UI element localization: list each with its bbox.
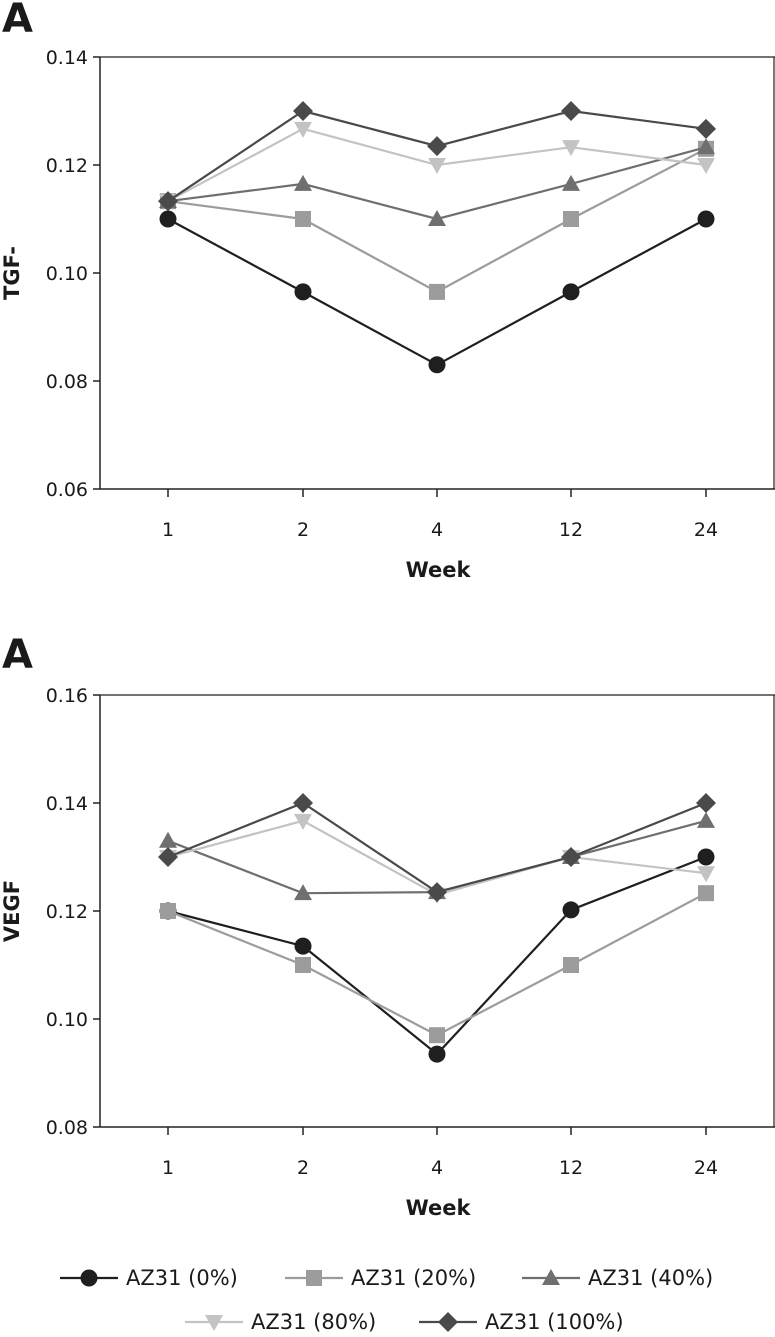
data-point bbox=[428, 210, 446, 226]
data-point bbox=[698, 885, 714, 902]
data-point bbox=[561, 847, 581, 867]
data-point bbox=[294, 174, 312, 191]
data-point bbox=[428, 158, 446, 174]
legend-marker bbox=[80, 1269, 98, 1287]
data-point bbox=[697, 866, 715, 883]
legend-item: AZ31 (80%) bbox=[185, 1310, 376, 1334]
data-point bbox=[697, 158, 715, 174]
data-point bbox=[697, 138, 715, 155]
data-point bbox=[563, 211, 579, 227]
y-axis-title: TGF- bbox=[0, 246, 24, 300]
data-point bbox=[294, 884, 312, 901]
data-point bbox=[160, 903, 176, 919]
x-tick-label: 2 bbox=[297, 519, 309, 541]
data-point bbox=[159, 210, 177, 228]
legend-marker bbox=[542, 1269, 560, 1285]
data-point bbox=[294, 813, 312, 830]
data-point bbox=[295, 957, 311, 973]
x-tick-label: 24 bbox=[694, 1157, 718, 1179]
x-tick-label: 12 bbox=[559, 519, 583, 541]
series-line bbox=[167, 801, 707, 894]
data-point bbox=[295, 211, 311, 227]
data-point bbox=[696, 793, 716, 813]
legend-item: AZ31 (0%) bbox=[60, 1266, 238, 1290]
data-point bbox=[427, 882, 447, 903]
x-tick-label: 2 bbox=[297, 1157, 309, 1179]
legend-marker bbox=[306, 1270, 322, 1286]
series-line bbox=[167, 892, 707, 1037]
data-point bbox=[428, 1045, 446, 1063]
legend: AZ31 (0%) AZ31 (20%) AZ31 (40%) AZ31 (80%) A… bbox=[60, 1266, 713, 1334]
x-tick-label: 1 bbox=[162, 519, 174, 541]
series-az31-0- bbox=[159, 848, 715, 1063]
x-axis-title: Week bbox=[406, 558, 472, 582]
data-point bbox=[562, 140, 580, 157]
x-axis-title: Week bbox=[406, 1196, 472, 1220]
y-tick-label: 0.10 bbox=[46, 263, 88, 285]
legend-label: AZ31 (0%) bbox=[126, 1266, 238, 1290]
data-point bbox=[429, 283, 445, 300]
data-point bbox=[562, 901, 580, 919]
data-point bbox=[429, 1027, 445, 1044]
panel-label: A bbox=[2, 632, 33, 678]
y-tick-label: 0.10 bbox=[46, 1009, 88, 1031]
x-tick-label: 4 bbox=[431, 1157, 443, 1179]
x-tick-label: 4 bbox=[431, 519, 443, 541]
series-az31-100- bbox=[158, 101, 716, 212]
data-point bbox=[294, 283, 312, 301]
y-tick-label: 0.14 bbox=[46, 47, 88, 69]
x-tick-label: 24 bbox=[694, 519, 718, 541]
legend-label: AZ31 (40%) bbox=[588, 1266, 713, 1290]
series-az31-0- bbox=[159, 210, 715, 374]
legend-label: AZ31 (100%) bbox=[485, 1310, 624, 1334]
data-point bbox=[697, 210, 715, 228]
data-point bbox=[696, 118, 716, 139]
legend-item: AZ31 (100%) bbox=[419, 1310, 624, 1334]
data-point bbox=[293, 101, 313, 121]
series-az31-20- bbox=[160, 885, 714, 1044]
legend-label: AZ31 (20%) bbox=[351, 1266, 476, 1290]
legend-item: AZ31 (20%) bbox=[285, 1266, 476, 1290]
legend-item: AZ31 (40%) bbox=[522, 1266, 713, 1290]
series-az31-100- bbox=[158, 793, 716, 903]
data-point bbox=[563, 957, 579, 973]
data-point bbox=[293, 793, 313, 813]
data-point bbox=[294, 121, 312, 138]
data-point bbox=[158, 847, 178, 867]
data-point bbox=[697, 811, 715, 828]
data-point bbox=[427, 136, 447, 157]
data-point bbox=[697, 848, 715, 866]
legend-label: AZ31 (80%) bbox=[251, 1310, 376, 1334]
series-az31-40- bbox=[159, 138, 715, 226]
data-point bbox=[294, 937, 312, 955]
x-tick-label: 1 bbox=[162, 1157, 174, 1179]
y-tick-label: 0.14 bbox=[46, 793, 88, 815]
data-point bbox=[561, 101, 581, 121]
legend-marker bbox=[205, 1315, 223, 1331]
data-point bbox=[158, 191, 178, 212]
data-point bbox=[428, 356, 446, 374]
y-tick-label: 0.08 bbox=[46, 1117, 88, 1139]
y-tick-label: 0.06 bbox=[46, 479, 88, 501]
y-tick-label: 0.12 bbox=[46, 901, 88, 923]
data-point bbox=[562, 283, 580, 301]
y-axis-title: VEGF bbox=[0, 880, 24, 942]
legend-marker bbox=[438, 1312, 458, 1332]
x-tick-label: 12 bbox=[559, 1157, 583, 1179]
y-tick-label: 0.16 bbox=[46, 685, 88, 707]
y-tick-label: 0.12 bbox=[46, 155, 88, 177]
y-tick-label: 0.08 bbox=[46, 371, 88, 393]
data-point bbox=[562, 174, 580, 191]
series-az31-80- bbox=[159, 121, 715, 211]
data-point bbox=[159, 831, 177, 848]
panel-label: A bbox=[2, 0, 33, 42]
